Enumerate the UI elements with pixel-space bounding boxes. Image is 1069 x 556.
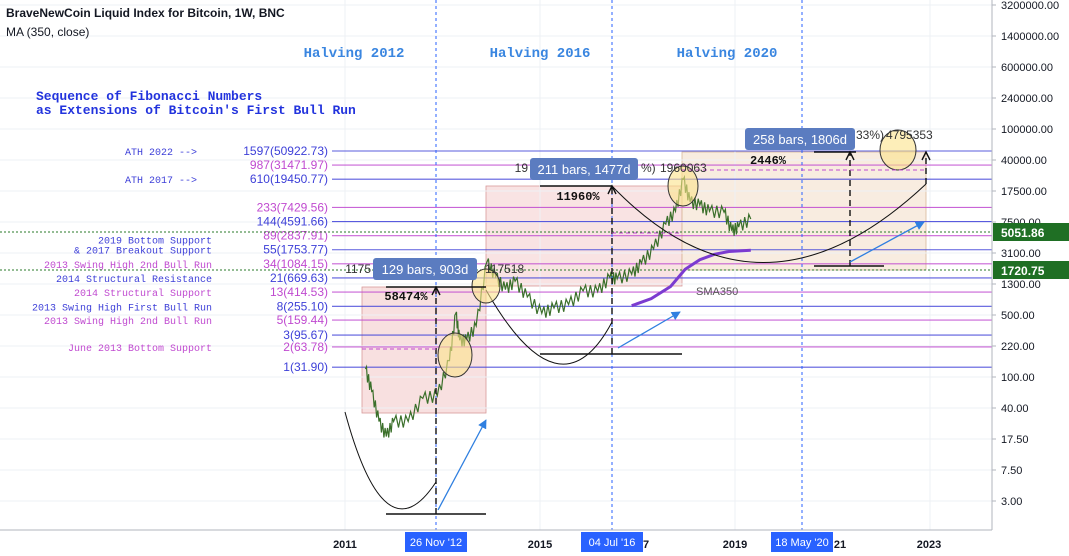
price-axis-label: 500.00 <box>1001 310 1035 322</box>
sma350-line <box>631 248 751 308</box>
fib-level-label: 1597(50922.73) <box>243 144 328 158</box>
measure-label-box <box>745 128 855 150</box>
measure-box-2020 <box>681 151 927 271</box>
fib-level-note: ATH 2022 --> <box>125 148 197 159</box>
projection-arrow <box>849 221 925 263</box>
measure-price-right: 1960063 <box>660 161 707 175</box>
fib-level-note: ATH 2017 --> <box>125 176 197 187</box>
measure-pct: 11960% <box>556 190 600 204</box>
fib-level-note: June 2013 Bottom Support <box>68 344 212 355</box>
highlight-circle <box>471 268 501 304</box>
time-axis-label: 2019 <box>723 539 747 551</box>
price-axis-label: 7.50 <box>1001 465 1022 477</box>
price-axis-label: 17.50 <box>1001 434 1029 446</box>
measure-price-right: 4795353 <box>886 128 933 142</box>
time-axis-label: 2023 <box>917 539 941 551</box>
fib-level-note: 2013 Swing High First Bull Run <box>32 302 212 314</box>
measure-pct: 58474% <box>384 290 428 304</box>
fib-level-label: 21(669.63) <box>270 271 328 285</box>
fib-level-label: 13(414.53) <box>270 285 328 299</box>
fib-level-label: 144(4591.66) <box>257 215 328 229</box>
halving-label: Halving 2020 <box>677 46 778 62</box>
fib-level-note: 2014 Structural Resistance <box>56 274 212 286</box>
price-axis-label: 3.00 <box>1001 496 1022 508</box>
projection-arrow <box>437 419 487 511</box>
halving-label: Halving 2012 <box>304 46 405 62</box>
price-axis-label: 1300.00 <box>1001 279 1041 291</box>
price-axis-label: 40.00 <box>1001 403 1029 415</box>
halving-date-badge <box>771 532 833 552</box>
measure-label-box <box>530 158 638 180</box>
fib-level-label: 3(95.67) <box>283 328 328 342</box>
highlight-circle <box>437 332 473 378</box>
measure-label-text: 258 bars, 1806d <box>753 132 847 147</box>
fib-level-note: 2013 Swing High 2nd Bull Run <box>44 260 212 272</box>
ma-indicator-label[interactable]: MA (350, close) <box>6 25 90 39</box>
measure-price-left: 19 <box>515 161 529 175</box>
fib-level-label: 34(1084.15) <box>263 257 328 271</box>
halving-date-text: 26 Nov '12 <box>410 537 462 549</box>
measure-price-mid: %) <box>641 161 656 175</box>
highlight-circle <box>879 129 917 171</box>
fib-level-label: 233(7429.56) <box>257 200 328 214</box>
fib-level-note: 2013 Swing High 2nd Bull Run <box>44 316 212 328</box>
chart-title: BraveNewCoin Liquid Index for Bitcoin, 1… <box>6 6 285 20</box>
halving-date-badge <box>405 532 467 552</box>
halving-date-text: 18 May '20 <box>775 537 828 549</box>
fib-level-label: 8(255.10) <box>277 299 328 313</box>
fib-level-note: & 2017 Breakout Support <box>74 246 212 258</box>
fib-level-label: 89(2837.91) <box>263 229 328 243</box>
measure-arrow-head <box>607 184 617 195</box>
headline-line-2: as Extensions of Bitcoin's First Bull Ru… <box>36 103 356 118</box>
time-axis-label: 2015 <box>528 539 552 551</box>
projection-arrow <box>617 311 681 349</box>
time-axis-label: 21 <box>834 539 846 551</box>
measure-price-left: 33%) <box>856 128 884 142</box>
price-axis-label: 3200000.00 <box>1001 0 1059 12</box>
current-price-badge <box>993 223 1069 241</box>
measure-label-text: 211 bars, 1477d <box>538 162 631 177</box>
headline-line-1: Sequence of Fibonacci Numbers <box>36 89 262 104</box>
current-price-badge-text: 1720.75 <box>1001 264 1045 278</box>
fib-level-label: 5(159.44) <box>277 313 328 327</box>
measure-arrow-head <box>845 150 855 161</box>
halving-date-badge <box>581 532 643 552</box>
measure-pct: 2446% <box>750 154 787 168</box>
price-axis-label: 100.00 <box>1001 372 1035 384</box>
measure-label-box <box>373 258 477 280</box>
price-axis-label: 100000.00 <box>1001 124 1053 136</box>
price-axis-label: 17500.00 <box>1001 186 1047 198</box>
fib-level-label: 2(63.78) <box>283 340 328 354</box>
halving-date-text: 04 Jul '16 <box>589 537 636 549</box>
price-axis-label: 3100.00 <box>1001 248 1041 260</box>
price-axis-label: 40000.00 <box>1001 155 1047 167</box>
cycle-arc-2012 <box>344 411 437 510</box>
price-axis-label: 240000.00 <box>1001 93 1053 105</box>
measure-price-right: 117518 <box>485 262 524 276</box>
measure-arrow-head <box>431 285 441 296</box>
fib-level-label: 610(19450.77) <box>250 172 328 186</box>
cycle-arc-2016 <box>485 289 613 365</box>
fib-level-label: 55(1753.77) <box>263 243 328 257</box>
highlight-circle <box>667 165 699 207</box>
fib-level-label: 1(31.90) <box>283 360 328 374</box>
fib-level-note: 2019 Bottom Support <box>98 237 212 248</box>
measure-label-text: 129 bars, 903d <box>382 262 469 277</box>
price-axis-label: 600000.00 <box>1001 62 1053 74</box>
measure-arrow-head <box>921 150 931 161</box>
halving-label: Halving 2016 <box>490 46 591 62</box>
fib-level-note: 2014 Structural Support <box>74 288 212 300</box>
current-price-badge-text: 5051.86 <box>1001 226 1045 240</box>
cycle-arc-2020 <box>611 183 927 263</box>
price-axis-label: 1400000.00 <box>1001 31 1059 43</box>
time-axis-label: 2011 <box>333 539 357 551</box>
fib-level-label: 987(31471.97) <box>250 158 328 172</box>
measure-price-left: 1175 <box>345 262 371 276</box>
time-axis-label: 7 <box>643 539 649 551</box>
sma350-label: SMA350 <box>696 286 738 298</box>
current-price-badge <box>993 261 1069 279</box>
price-axis-label: 220.00 <box>1001 341 1035 353</box>
